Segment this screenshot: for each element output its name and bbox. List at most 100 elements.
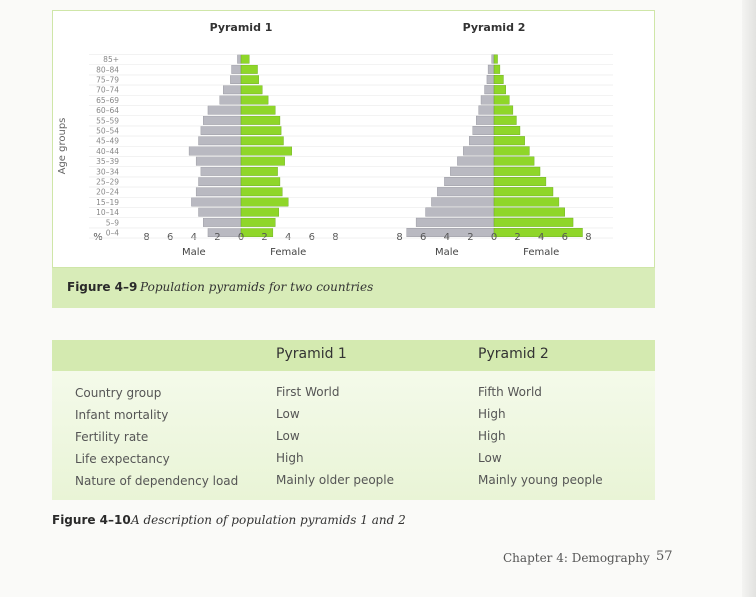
age-group-label: 45–49 — [96, 137, 119, 146]
age-group-label: 75–79 — [96, 76, 119, 85]
pyramid-2-bar-male — [486, 74, 495, 84]
x-tick-label: 6 — [309, 232, 315, 243]
pyramid-1-bar-female — [240, 187, 283, 197]
pyramid-1-bar-female — [240, 74, 259, 84]
pyramid-2-bar-male — [457, 156, 495, 166]
pyramid-2-bar-female — [493, 136, 525, 146]
row-label: Country group — [75, 386, 162, 400]
pyramid-1-bar-male — [188, 146, 242, 156]
pyramid-2-bar-female — [493, 64, 501, 74]
pyramid-2-bar-male — [431, 197, 495, 207]
pyramid-1-bar-female — [240, 217, 276, 227]
pyramid-2-bar-female — [493, 227, 583, 237]
pyramid-2-bar-female — [493, 105, 514, 115]
x-tick-label: 2 — [214, 232, 220, 243]
row-value-pyramid-1: Low — [276, 429, 300, 443]
pyramid-1-bar-male — [203, 217, 242, 227]
pyramid-2-bar-male — [437, 187, 495, 197]
x-tick-label: 8 — [585, 232, 591, 243]
pyramid-1-bar-male — [230, 74, 242, 84]
x-tick-label: 4 — [191, 232, 197, 243]
page-edge-shadow — [742, 0, 756, 597]
row-value-pyramid-1: Mainly older people — [276, 473, 394, 487]
age-group-label: 5–9 — [106, 218, 120, 227]
age-groups-axis-label: Age groups — [57, 118, 68, 175]
pyramid-1-bar-female — [240, 166, 278, 176]
pyramid-1-bar-female — [240, 136, 284, 146]
pyramid-1-bar-female — [240, 54, 250, 64]
age-group-label: 10–14 — [96, 208, 119, 217]
x-tick-label: 4 — [285, 232, 291, 243]
figure-4-10-table: Pyramid 1 Pyramid 2 Country group First … — [52, 340, 655, 500]
pyramid-1-bar-male — [200, 166, 242, 176]
x-tick-label: 2 — [514, 232, 520, 243]
pyramid-1-bar-male — [231, 64, 242, 74]
running-footer-chapter: Chapter 4: Demography — [503, 551, 650, 565]
age-group-label: 80–84 — [96, 65, 119, 74]
x-tick-label: 4 — [538, 232, 544, 243]
x-tick-label: 6 — [562, 232, 568, 243]
pyramid-2-bar-female — [493, 217, 574, 227]
pyramid-1-bar-male — [198, 207, 242, 217]
pyramid-2-bar-female — [493, 85, 507, 95]
pyramid-2-bar-female — [493, 166, 541, 176]
row-value-pyramid-2: High — [478, 407, 506, 421]
row-label: Life expectancy — [75, 452, 170, 466]
row-label: Fertility rate — [75, 430, 149, 444]
pyramid-1-bar-male — [195, 187, 242, 197]
age-group-label: 50–54 — [96, 127, 119, 136]
pyramid-1-bar-female — [240, 64, 258, 74]
pyramid-2-bar-female — [493, 187, 554, 197]
figure-4-10-caption: A description of population pyramids 1 a… — [131, 513, 406, 527]
x-tick-label: 4 — [444, 232, 450, 243]
row-label: Infant mortality — [75, 408, 169, 422]
age-group-label: 20–24 — [96, 188, 119, 197]
x-tick-label: 2 — [261, 232, 267, 243]
row-value-pyramid-1: First World — [276, 385, 340, 399]
pyramid-2-male-label: Male — [435, 247, 459, 258]
pyramid-1-bar-female — [240, 95, 269, 105]
figure-4-9-caption: Population pyramids for two countries — [140, 280, 374, 294]
pyramid-2-bar-male — [463, 146, 495, 156]
pyramid-2-bar-female — [493, 74, 504, 84]
pyramid-1-bar-male — [195, 156, 242, 166]
unit-percent-label: % — [93, 232, 103, 243]
age-group-label: 30–34 — [96, 167, 119, 176]
pyramid-2-bar-female — [493, 95, 510, 105]
pyramid-1-bar-male — [237, 54, 242, 64]
figure-4-9: Pyramid 1 0–4 5–9 10–14 15–19 20–24 25–29 30–34… — [52, 10, 655, 308]
pyramid-2-bar-male — [444, 176, 495, 186]
row-value-pyramid-2: Mainly young people — [478, 473, 603, 487]
age-group-label: 70–74 — [96, 86, 119, 95]
pyramid-2-bar-male — [425, 207, 495, 217]
age-group-label: 85+ — [103, 55, 119, 64]
pyramid-1-male-label: Male — [182, 247, 206, 258]
table-header-pyramid-2: Pyramid 2 — [478, 346, 549, 362]
pyramid-1-female-label: Female — [270, 247, 306, 258]
pyramid-1-bar-female — [240, 207, 279, 217]
pyramid-1-bar-female — [240, 197, 289, 207]
pyramid-2-bar-male — [484, 85, 495, 95]
pyramid-1-bar-female — [240, 115, 281, 125]
pyramid-2-bar-male — [450, 166, 495, 176]
pyramid-2-title: Pyramid 2 — [463, 21, 526, 34]
x-tick-label: 6 — [420, 232, 426, 243]
pyramid-2-bar-male — [469, 136, 495, 146]
pyramid-1-bar-female — [240, 227, 274, 237]
age-group-label: 0–4 — [106, 229, 120, 238]
table-header-row: Pyramid 1 Pyramid 2 — [52, 340, 655, 371]
pyramid-plot-area: Pyramid 1 0–4 5–9 10–14 15–19 20–24 25–29 30–34… — [52, 10, 655, 268]
row-value-pyramid-2: High — [478, 429, 506, 443]
age-group-label: 25–29 — [96, 178, 119, 187]
pyramid-1-bar-female — [240, 85, 263, 95]
pyramid-2-bar-male — [472, 125, 495, 135]
pyramid-1-bar-female — [240, 125, 282, 135]
age-group-label: 55–59 — [96, 116, 119, 125]
age-group-label: 65–69 — [96, 96, 119, 105]
pyramid-1-bar-male — [198, 136, 242, 146]
pyramid-2-bar-female — [493, 54, 498, 64]
figure-4-9-caption-band: Figure 4–9 Population pyramids for two c… — [52, 268, 655, 308]
pyramid-1-bar-male — [191, 197, 242, 207]
pyramid-1-bar-female — [240, 176, 281, 186]
